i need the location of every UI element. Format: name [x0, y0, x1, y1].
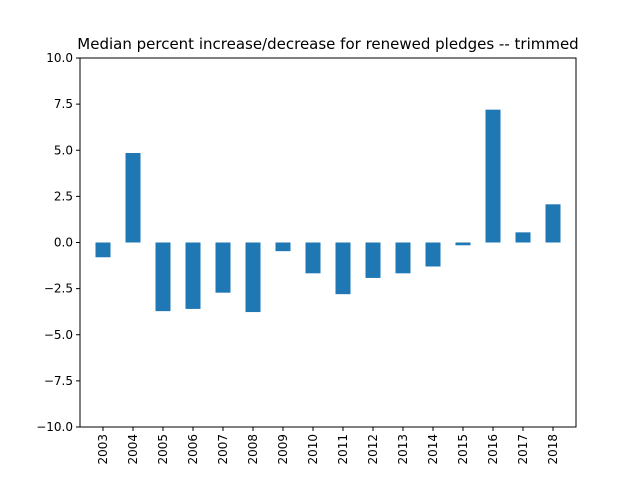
y-tick-label: −5.0 [44, 328, 73, 342]
x-tick-label-2016: 2016 [486, 434, 500, 465]
x-tick-label-2012: 2012 [366, 434, 380, 465]
bar-2015 [455, 242, 471, 246]
x-axis: 2003 2004 2005 2006 2007 2008 2009 2010 2011 2012… [96, 427, 560, 465]
y-tick-label: 0.0 [54, 236, 73, 250]
bar-2016 [485, 109, 501, 243]
y-tick-label: −10.0 [36, 420, 73, 434]
y-tick-label: −2.5 [44, 282, 73, 296]
bar-2018 [545, 204, 561, 243]
y-tick-label: 10.0 [46, 51, 73, 65]
x-tick-label-2008: 2008 [246, 434, 260, 465]
bar-2009 [275, 242, 291, 252]
bar-2010 [305, 242, 321, 274]
bar-2007 [215, 242, 231, 293]
bar-2006 [185, 242, 201, 309]
x-tick-label-2014: 2014 [426, 434, 440, 465]
bar-2017 [515, 232, 531, 243]
bar-2005 [155, 242, 171, 312]
bar-2004 [125, 153, 141, 243]
x-tick-label-2017: 2017 [516, 434, 530, 465]
x-tick-label-2015: 2015 [456, 434, 470, 465]
y-tick-label: 2.5 [54, 189, 73, 203]
x-tick-label-2003: 2003 [96, 434, 110, 465]
y-tick-label: −7.5 [44, 374, 73, 388]
bar-2011 [335, 242, 351, 295]
x-tick-label-2009: 2009 [276, 434, 290, 465]
bar-2012 [365, 242, 381, 278]
bar-2008 [245, 242, 261, 313]
x-tick-label-2007: 2007 [216, 434, 230, 465]
x-tick-label-2010: 2010 [306, 434, 320, 465]
x-tick-label-2013: 2013 [396, 434, 410, 465]
x-tick-label-2011: 2011 [336, 434, 350, 465]
bar-2014 [425, 242, 441, 267]
bar-2013 [395, 242, 411, 274]
y-axis: −10.0 −7.5 −5.0 −2.5 0.0 2.5 5.0 7.5 10.0 [36, 51, 80, 434]
x-tick-label-2005: 2005 [156, 434, 170, 465]
bar-2003 [95, 242, 111, 258]
plot-frame [79, 57, 577, 428]
y-tick-label: 7.5 [54, 97, 73, 111]
x-tick-label-2006: 2006 [186, 434, 200, 465]
x-tick-label-2018: 2018 [546, 434, 560, 465]
x-tick-label-2004: 2004 [126, 434, 140, 465]
y-tick-label: 5.0 [54, 143, 73, 157]
bars-group [95, 109, 561, 313]
chart-title: Median percent increase/decrease for ren… [77, 35, 578, 53]
